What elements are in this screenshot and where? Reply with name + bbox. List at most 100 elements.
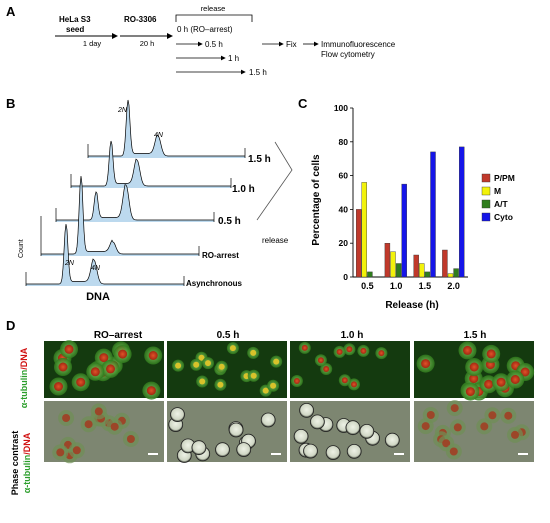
row-label-ro-arrest: RO-arrest [202, 251, 239, 260]
nucleus [110, 422, 119, 431]
rounded-cell [170, 407, 185, 423]
nucleus [426, 411, 435, 419]
legend-label: Cyto [494, 212, 513, 222]
bar-at-0.5 [367, 271, 373, 278]
y-tick-label: 60 [339, 171, 349, 181]
output-flow-cytometry: Flow cytometry [321, 50, 375, 59]
time-1h: 1 h [228, 54, 239, 63]
panel-d-letter: D [6, 318, 15, 333]
nucleus [469, 374, 479, 384]
micrograph-grid [44, 340, 535, 464]
bar-cyto-2.0 [459, 146, 465, 278]
bar-m-1.5 [419, 263, 425, 278]
scale-bar [148, 453, 158, 455]
chart-y-label: Percentage of cells [311, 154, 322, 246]
nucleus [106, 364, 115, 374]
fix-label: Fix [286, 40, 297, 49]
bar-ppm-1.5 [413, 254, 419, 278]
col-label-15h: 1.5 h [464, 330, 487, 341]
legend-label: A/T [494, 199, 509, 209]
rounded-cell [228, 422, 244, 438]
histogram-trace [88, 99, 245, 157]
nucleus [323, 366, 330, 372]
nucleus [62, 414, 71, 422]
row2-label: α-tubulin/DNA [22, 432, 32, 493]
nucleus [218, 363, 225, 370]
output-immunofluorescence: Immunofluorescence [321, 40, 396, 49]
row2-label-tubulin: α-tubulin [22, 455, 32, 494]
bar-at-1.0 [395, 263, 402, 278]
y-tick-label: 40 [339, 204, 349, 214]
release-label-b: release [262, 236, 289, 245]
bar-m-1.0 [390, 251, 396, 278]
peak-4n-top: 4N [154, 132, 164, 139]
peak-2n-top: 2N [117, 107, 128, 114]
rounded-cell [384, 432, 400, 448]
histogram-fill [41, 176, 199, 256]
nucleus [262, 387, 269, 394]
nucleus [450, 404, 459, 413]
nucleus [64, 344, 74, 354]
col-label-05h: 0.5 h [217, 330, 240, 341]
nucleus [146, 386, 156, 396]
nucleus [199, 378, 206, 385]
y-tick-label: 80 [339, 137, 349, 147]
count-axis-label: Count [18, 239, 25, 258]
nucleus [58, 362, 68, 372]
panel-d: D RO–arrest 0.5 h 1.0 h 1.5 h α-tubulin/… [6, 318, 535, 495]
histogram-fill [26, 224, 184, 286]
seed-label: HeLa S3 [59, 15, 91, 24]
legend-swatch [481, 199, 491, 209]
dna-axis-label: DNA [86, 291, 110, 303]
nucleus [72, 446, 81, 455]
nucleus [351, 381, 357, 388]
row1-label-tubulin: α-tubulin [19, 370, 29, 409]
bar-ppm-1.0 [384, 242, 391, 278]
nucleus [469, 362, 479, 372]
bar-ppm-2.0 [442, 249, 448, 278]
panel-c: C 0 20 40 60 80 100 0.5 1.0 1.5 2.0 Percentage of… [298, 96, 515, 311]
y-tick-label: 0 [343, 272, 348, 282]
histogram-fill [71, 141, 231, 188]
nucleus [90, 367, 100, 377]
scale-bar [518, 453, 528, 455]
y-tick-label: 100 [334, 103, 348, 113]
seed-label-2: seed [66, 25, 84, 34]
nucleus [317, 357, 324, 364]
nucleus [76, 377, 86, 387]
row1-label: α-tubulin/DNA [19, 347, 29, 408]
rounded-cell [236, 442, 252, 458]
nucleus [488, 411, 497, 420]
bar-m-2.0 [447, 273, 454, 278]
histogram-stack [25, 99, 246, 286]
nucleus [378, 350, 385, 357]
row-label-asynchronous: Asynchronous [186, 279, 243, 288]
row-label-10h: 1.0 h [232, 184, 255, 195]
x-tick-label: 0.5 [361, 281, 374, 291]
nucleus [175, 362, 182, 369]
nucleus [486, 349, 496, 359]
nucleus [301, 344, 308, 351]
nucleus [496, 377, 506, 387]
chart-x-label: Release (h) [385, 300, 438, 311]
panel-c-letter: C [298, 96, 308, 111]
nucleus [449, 447, 458, 456]
nucleus [273, 358, 280, 365]
col-label-ro-arrest: RO–arrest [94, 330, 143, 341]
legend-swatch [481, 212, 491, 222]
bar-at-1.5 [424, 271, 431, 278]
time-0h: 0 h (RO–arrest) [177, 25, 233, 34]
nucleus [293, 378, 300, 384]
row-label-05h: 0.5 h [218, 216, 241, 227]
rounded-cell [191, 440, 207, 456]
nucleus [520, 367, 530, 377]
nucleus [54, 382, 63, 391]
nucleus [250, 372, 257, 379]
legend-label: P/PM [494, 173, 515, 183]
row2-label-dna: /DNA [22, 432, 32, 454]
panel-b: B 2N 4N 2N 4N Count DNA 1.5 h 1.0 h 0.5 … [6, 96, 293, 303]
release-brace [256, 141, 293, 221]
rounded-cell [346, 443, 362, 459]
histogram-trace [71, 140, 231, 187]
x-tick-label: 1.5 [419, 281, 432, 291]
